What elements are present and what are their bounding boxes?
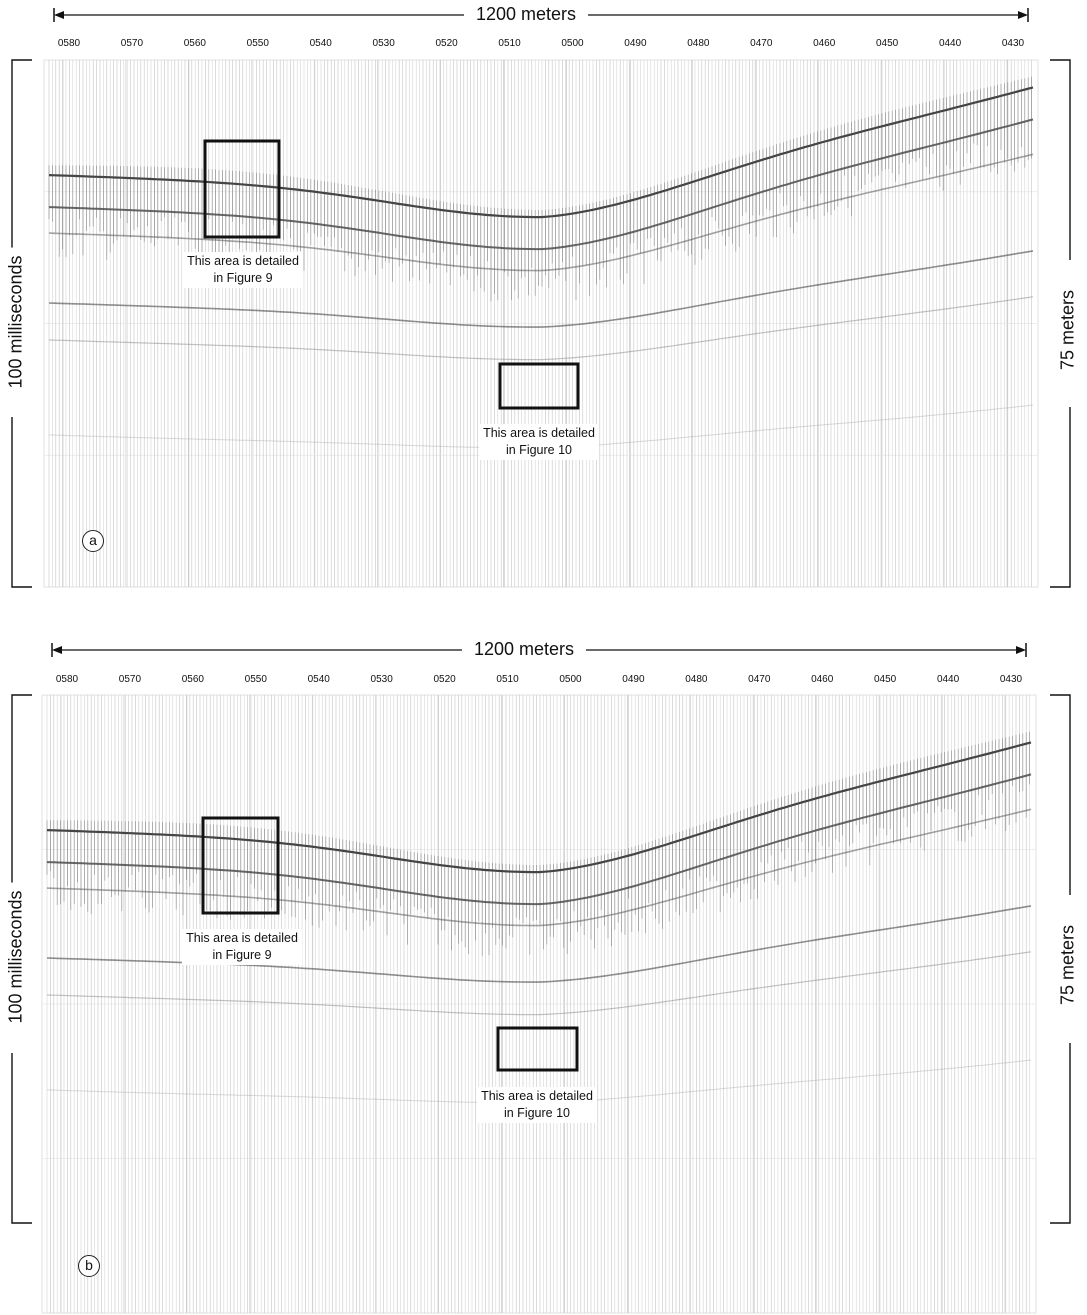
caption-line: This area is detailed [186,931,298,945]
detail-box-figure-9 [203,139,281,239]
scale-arrowhead-right [1016,646,1026,654]
reflector-horizon [48,296,1034,361]
trace-label: 0570 [118,674,142,685]
trace-label: 0480 [685,674,708,685]
caption-line: in Figure 9 [213,271,273,285]
caption-line: in Figure 10 [505,443,572,457]
trace-label: 0520 [435,38,458,49]
trace-label: 0550 [244,674,267,685]
right-scale-label: 75 meters [1057,281,1079,379]
detail-box-figure-10 [498,362,580,410]
reflector-horizon [48,118,1034,251]
left-bracket-bottom [11,1053,32,1224]
caption-line: in Figure 10 [503,1106,570,1120]
trace-label: 0470 [750,38,773,49]
trace-label: 0500 [561,38,584,49]
seismic-panel-b: 1200 meters 0580 0570 0560 0550 0540 0530 0520… [0,635,1087,1315]
box-caption-figure-9: This area is detailed in Figure 9 [183,252,303,288]
panel-letter-a: a [82,530,104,552]
trace-label: 0540 [309,38,332,49]
scale-arrowhead-right [1018,11,1028,19]
horizontal-scale-label: 1200 meters [463,4,589,25]
trace-label: 0570 [120,38,144,49]
reflector-horizon [46,951,1032,1016]
scale-arrowhead-left [54,11,64,19]
trace-label: 0510 [496,674,519,685]
trace-label: 0430 [1001,38,1025,49]
box-caption-figure-10: This area is detailed in Figure 10 [479,424,599,460]
trace-label: 0440 [936,674,960,685]
trace-label: 0560 [183,38,206,49]
box-caption-figure-10: This area is detailed in Figure 10 [477,1087,597,1123]
trace-label: 0520 [433,674,456,685]
reflector-horizon [46,773,1032,906]
panel-letter-b: b [78,1255,100,1277]
detail-box-figure-9 [201,816,280,915]
right-bracket-bottom [1050,407,1071,588]
trace-amplitude-group [48,76,1032,302]
scale-arrowhead-left [52,646,62,654]
trace-label: 0480 [687,38,710,49]
trace-label: 0490 [622,674,645,685]
trace-label: 0440 [938,38,962,49]
right-scale-label: 75 meters [1057,916,1079,1014]
box-caption-figure-9: This area is detailed in Figure 9 [182,929,302,965]
trace-label: 0460 [813,38,836,49]
reflector-horizon [46,808,1032,927]
trace-label: 0540 [307,674,330,685]
trace-label: 0550 [246,38,269,49]
trace-label: 0530 [372,38,395,49]
left-scale-label: 100 milliseconds [5,247,27,397]
right-bracket-top [1050,59,1071,260]
trace-label: 0580 [57,38,81,49]
trace-label: 0490 [624,38,647,49]
reflector-horizon [46,741,1032,874]
trace-label: 0530 [370,674,393,685]
left-scale-label: 100 milliseconds [5,882,27,1032]
trace-label: 0560 [181,674,204,685]
trace-label: 0510 [498,38,521,49]
trace-label: 0450 [874,674,897,685]
seismic-section-a [11,8,1071,588]
trace-label: 0500 [559,674,582,685]
reflector-horizon [48,153,1034,272]
trace-label: 0430 [999,674,1023,685]
horizontal-scale-label: 1200 meters [461,639,587,660]
detail-box-figure-10 [496,1026,579,1072]
caption-line: in Figure 9 [212,948,272,962]
trace-label: 0580 [55,674,79,685]
right-bracket-top [1050,694,1071,895]
trace-amplitude-group [46,731,1030,957]
caption-line: This area is detailed [187,254,299,268]
trace-label: 0460 [811,674,834,685]
trace-label: 0470 [748,674,771,685]
caption-line: This area is detailed [481,1089,593,1103]
seismic-panel-a: 1200 meters 0580 0570 0560 0550 0540 0530 0520… [0,0,1087,600]
seismic-section-b [11,643,1071,1314]
reflector-horizon [48,86,1034,219]
reflector-horizon [48,250,1034,328]
right-bracket-bottom [1050,1043,1071,1224]
trace-group [46,695,1030,1313]
trace-label: 0450 [876,38,899,49]
left-bracket-bottom [11,417,32,588]
caption-line: This area is detailed [483,426,595,440]
